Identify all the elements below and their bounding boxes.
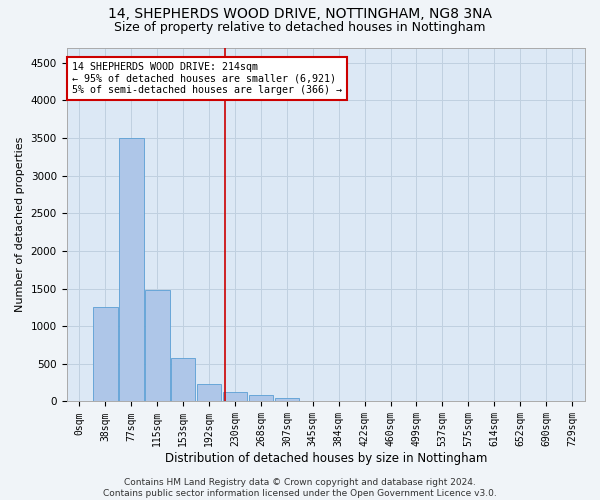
Bar: [119, 138, 143, 402]
Bar: [171, 358, 196, 402]
Bar: [275, 398, 299, 402]
Text: 14, SHEPHERDS WOOD DRIVE, NOTTINGHAM, NG8 3NA: 14, SHEPHERDS WOOD DRIVE, NOTTINGHAM, NG…: [108, 8, 492, 22]
Text: 14 SHEPHERDS WOOD DRIVE: 214sqm
← 95% of detached houses are smaller (6,921)
5% : 14 SHEPHERDS WOOD DRIVE: 214sqm ← 95% of…: [72, 62, 342, 95]
Bar: [248, 396, 273, 402]
Y-axis label: Number of detached properties: Number of detached properties: [15, 137, 25, 312]
Text: Size of property relative to detached houses in Nottingham: Size of property relative to detached ho…: [114, 21, 486, 34]
Text: Contains HM Land Registry data © Crown copyright and database right 2024.
Contai: Contains HM Land Registry data © Crown c…: [103, 478, 497, 498]
Bar: [145, 290, 170, 402]
Bar: [93, 308, 118, 402]
X-axis label: Distribution of detached houses by size in Nottingham: Distribution of detached houses by size …: [164, 452, 487, 465]
Bar: [197, 384, 221, 402]
Bar: [223, 392, 247, 402]
